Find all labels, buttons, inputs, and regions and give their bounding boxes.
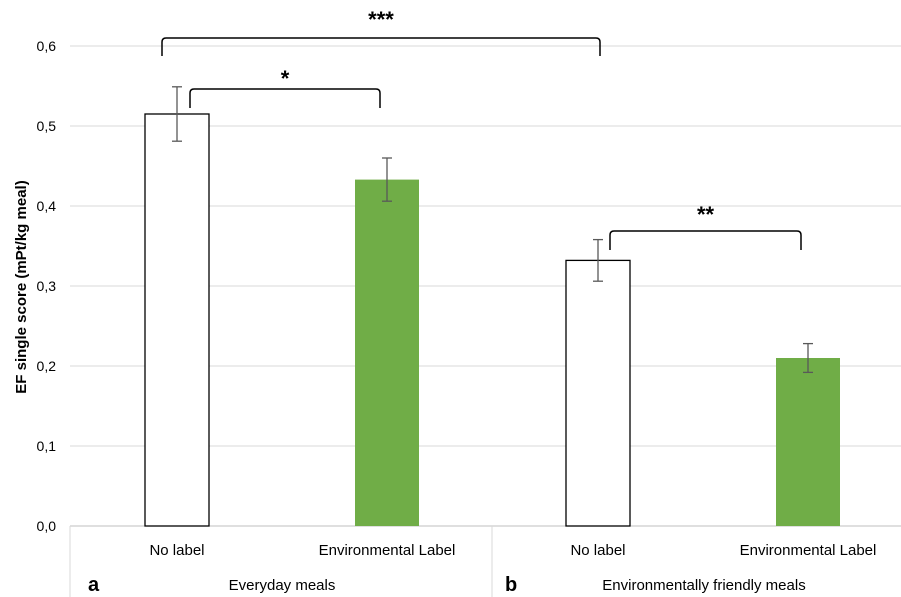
y-tick-label: 0,5: [37, 118, 57, 134]
significance-label: ***: [368, 7, 394, 32]
x-category-label: Environmental Label: [740, 542, 877, 559]
y-tick-label: 0,0: [37, 518, 57, 534]
significance-label: **: [697, 202, 715, 227]
bar: [776, 358, 840, 526]
significance-label: *: [281, 66, 290, 91]
x-category-label: Environmental Label: [319, 542, 456, 559]
bars: [144, 113, 840, 527]
significance-brackets: ******: [161, 7, 802, 250]
x-category-label: No label: [570, 542, 625, 559]
error-bars: [172, 86, 813, 374]
significance-bracket: [161, 37, 601, 56]
y-axis-ticks: 0,0 0,1 0,2 0,3 0,4 0,5 0,6: [37, 38, 57, 534]
bar: [565, 259, 631, 527]
y-tick-label: 0,1: [37, 438, 57, 454]
y-tick-label: 0,4: [37, 198, 57, 214]
y-axis-label: EF single score (mPt/kg meal): [13, 180, 30, 393]
x-category-label: No label: [149, 542, 204, 559]
gridlines: [70, 45, 901, 447]
y-tick-label: 0,3: [37, 278, 57, 294]
x-axis-frame: [69, 525, 901, 597]
y-tick-label: 0,6: [37, 38, 57, 54]
significance-bracket: [189, 88, 381, 108]
panel-label-a: a: [88, 574, 100, 596]
group-label-environmentally-friendly-meals: Environmentally friendly meals: [602, 577, 805, 594]
y-tick-label: 0,2: [37, 358, 57, 374]
panel-label-b: b: [505, 574, 517, 596]
x-axis-category-labels: No label Environmental Label No label Envir…: [149, 542, 876, 559]
bar: [144, 113, 210, 527]
group-label-everyday-meals: Everyday meals: [229, 577, 336, 594]
bar: [355, 179, 419, 526]
significance-bracket: [609, 230, 802, 250]
